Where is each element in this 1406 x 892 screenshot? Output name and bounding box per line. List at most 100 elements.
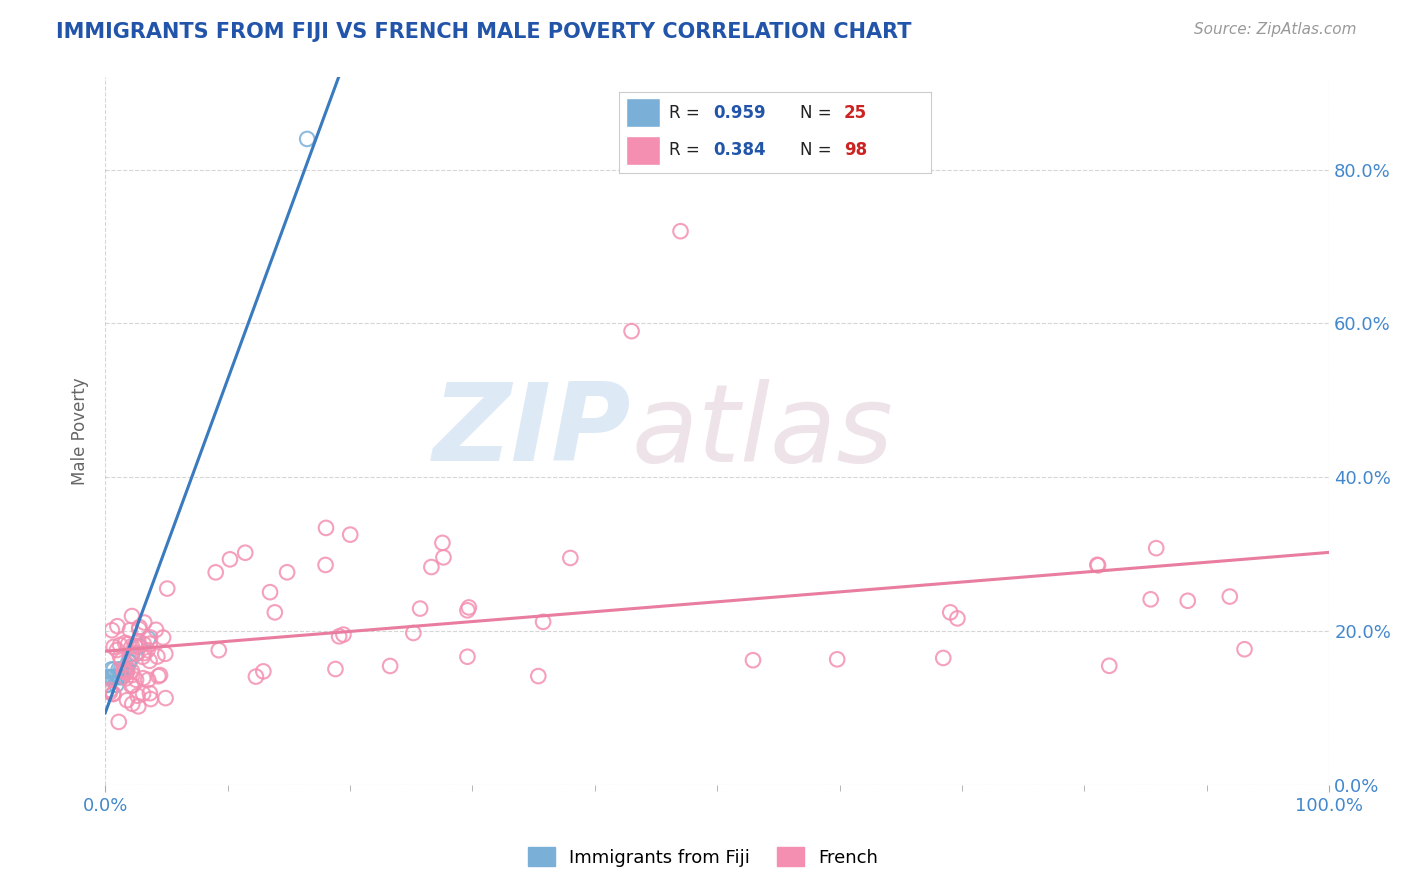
Point bbox=[105, 678, 128, 692]
Y-axis label: Male Poverty: Male Poverty bbox=[72, 377, 89, 485]
Point bbox=[531, 615, 554, 629]
Point bbox=[112, 662, 135, 676]
Point bbox=[114, 672, 136, 686]
Point bbox=[110, 654, 132, 668]
Text: Source: ZipAtlas.com: Source: ZipAtlas.com bbox=[1194, 22, 1357, 37]
Point bbox=[125, 646, 148, 660]
Point bbox=[103, 687, 125, 701]
Point bbox=[932, 651, 955, 665]
Point bbox=[107, 670, 129, 684]
Point bbox=[107, 714, 129, 729]
Point bbox=[145, 623, 167, 637]
Point bbox=[98, 685, 121, 699]
Point bbox=[148, 669, 170, 683]
Point bbox=[121, 668, 143, 682]
Text: IMMIGRANTS FROM FIJI VS FRENCH MALE POVERTY CORRELATION CHART: IMMIGRANTS FROM FIJI VS FRENCH MALE POVE… bbox=[56, 22, 911, 42]
Point bbox=[134, 646, 156, 660]
Point bbox=[115, 665, 138, 680]
Point bbox=[125, 647, 148, 661]
Point bbox=[946, 611, 969, 625]
Point bbox=[432, 550, 454, 565]
Point bbox=[105, 643, 128, 657]
Point bbox=[136, 643, 159, 657]
Point bbox=[1139, 592, 1161, 607]
Point bbox=[98, 682, 121, 697]
Point bbox=[208, 643, 231, 657]
Point bbox=[263, 605, 285, 619]
Point bbox=[128, 620, 150, 634]
Point bbox=[139, 637, 162, 651]
Point bbox=[1177, 594, 1199, 608]
Point bbox=[114, 636, 136, 650]
Legend: Immigrants from Fiji, French: Immigrants from Fiji, French bbox=[520, 840, 886, 874]
Point bbox=[332, 627, 354, 641]
Point bbox=[139, 686, 162, 700]
Point bbox=[146, 649, 169, 664]
Point bbox=[117, 637, 139, 651]
Point bbox=[108, 649, 131, 664]
Point bbox=[152, 631, 174, 645]
Point bbox=[97, 670, 120, 684]
Point bbox=[138, 654, 160, 668]
Point bbox=[112, 662, 135, 676]
Point bbox=[118, 623, 141, 637]
Point bbox=[132, 637, 155, 651]
Point bbox=[139, 692, 162, 706]
Point bbox=[121, 678, 143, 692]
Point bbox=[409, 601, 432, 615]
Point bbox=[132, 687, 155, 701]
Point bbox=[527, 669, 550, 683]
Point bbox=[620, 324, 643, 338]
Point bbox=[117, 655, 139, 669]
Point bbox=[339, 527, 361, 541]
Point bbox=[101, 624, 124, 638]
Point bbox=[101, 670, 124, 684]
Point bbox=[112, 665, 135, 679]
Text: atlas: atlas bbox=[631, 378, 893, 483]
Point bbox=[115, 693, 138, 707]
Point bbox=[456, 603, 478, 617]
Point bbox=[233, 546, 256, 560]
Point bbox=[127, 699, 149, 714]
Point bbox=[132, 671, 155, 685]
Point bbox=[136, 673, 159, 687]
Point bbox=[120, 679, 142, 693]
Point bbox=[127, 689, 149, 703]
Point bbox=[325, 662, 347, 676]
Point bbox=[1098, 658, 1121, 673]
Point bbox=[295, 132, 318, 146]
Point bbox=[155, 647, 177, 661]
Point bbox=[134, 615, 156, 630]
Point bbox=[139, 631, 162, 645]
Point bbox=[560, 551, 582, 566]
Point bbox=[107, 662, 129, 676]
Text: ZIP: ZIP bbox=[433, 378, 631, 484]
Point bbox=[204, 566, 226, 580]
Point bbox=[1144, 541, 1167, 556]
Point bbox=[669, 224, 692, 238]
Point bbox=[118, 655, 141, 669]
Point bbox=[245, 670, 267, 684]
Point bbox=[114, 662, 136, 676]
Point bbox=[742, 653, 765, 667]
Point bbox=[111, 670, 134, 684]
Point bbox=[115, 662, 138, 676]
Point bbox=[104, 670, 127, 684]
Point bbox=[128, 640, 150, 654]
Point bbox=[1233, 642, 1256, 657]
Point bbox=[114, 664, 136, 678]
Point bbox=[96, 678, 118, 692]
Point bbox=[121, 697, 143, 711]
Point bbox=[276, 566, 298, 580]
Point bbox=[1219, 590, 1241, 604]
Point bbox=[98, 670, 121, 684]
Point bbox=[315, 521, 337, 535]
Point bbox=[120, 648, 142, 662]
Point bbox=[432, 536, 454, 550]
Point bbox=[101, 687, 124, 701]
Point bbox=[124, 640, 146, 654]
Point bbox=[457, 600, 479, 615]
Point bbox=[149, 668, 172, 682]
Point bbox=[420, 560, 443, 574]
Point bbox=[315, 558, 337, 572]
